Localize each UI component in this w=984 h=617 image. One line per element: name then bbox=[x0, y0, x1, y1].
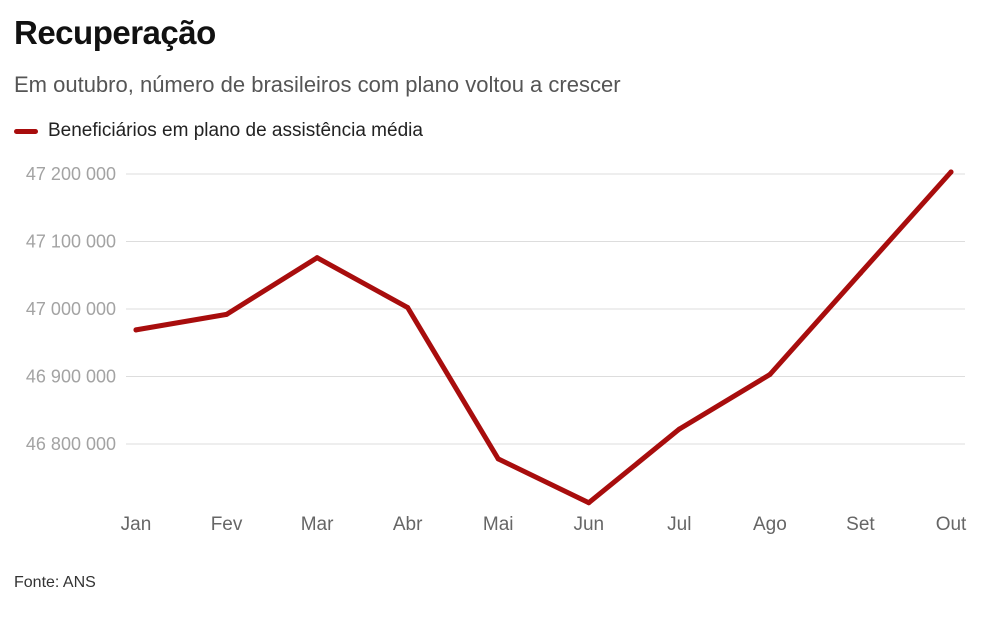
chart-title: Recuperação bbox=[14, 14, 216, 51]
y-tick-label: 47 000 000 bbox=[26, 299, 116, 319]
x-tick-label: Fev bbox=[211, 514, 243, 535]
x-tick-label: Jun bbox=[573, 514, 604, 535]
series-line bbox=[133, 169, 954, 506]
y-tick-label: 47 100 000 bbox=[26, 232, 116, 252]
grid-lines bbox=[126, 173, 965, 445]
data-point bbox=[857, 270, 863, 276]
data-point bbox=[767, 371, 773, 377]
y-tick-label: 47 200 000 bbox=[26, 164, 116, 184]
x-tick-label: Mar bbox=[301, 514, 334, 535]
data-point bbox=[495, 456, 501, 462]
data-point bbox=[586, 500, 592, 506]
y-tick-label: 46 800 000 bbox=[26, 434, 116, 454]
x-tick-label: Mai bbox=[483, 514, 514, 535]
x-tick-label: Set bbox=[846, 514, 875, 535]
data-point bbox=[948, 169, 954, 175]
x-tick-label: Abr bbox=[393, 514, 423, 535]
data-point bbox=[224, 311, 230, 317]
data-point bbox=[133, 327, 139, 333]
x-tick-label: Jan bbox=[121, 514, 152, 535]
legend-label: Beneficiários em plano de assistência mé… bbox=[48, 120, 423, 141]
data-point bbox=[314, 255, 320, 261]
series-layer bbox=[133, 169, 954, 506]
legend: Beneficiários em plano de assistência mé… bbox=[14, 120, 423, 142]
legend-swatch bbox=[14, 128, 38, 134]
x-tick-label: Jul bbox=[667, 514, 691, 535]
data-point bbox=[405, 305, 411, 311]
source-note: Fonte: ANS bbox=[14, 574, 96, 591]
data-point bbox=[676, 426, 682, 432]
y-tick-label: 46 900 000 bbox=[26, 367, 116, 387]
x-tick-label: Ago bbox=[753, 514, 787, 535]
x-axis-tick-labels: Jan Fev Mar Abr Mai Jun Jul Ago Set Out bbox=[121, 514, 967, 535]
y-axis-tick-labels: 46 800 000 46 900 000 47 000 000 47 100 000… bbox=[26, 164, 116, 454]
x-tick-label: Out bbox=[936, 514, 967, 535]
chart-subtitle: Em outubro, número de brasileiros com pl… bbox=[14, 72, 621, 97]
